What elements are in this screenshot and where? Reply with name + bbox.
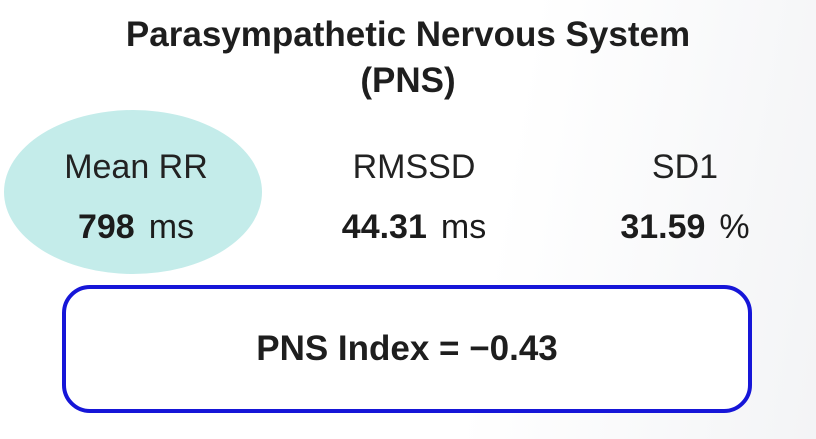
metric-value: 31.59% bbox=[555, 205, 815, 249]
title-line: Parasympathetic Nervous System bbox=[125, 15, 691, 54]
metric-number: 31.59 bbox=[620, 208, 706, 246]
title: Parasympathetic Nervous System (PNS) bbox=[0, 12, 816, 104]
metric-value: 44.31 ms bbox=[284, 205, 544, 249]
metric-number: 44.31 bbox=[341, 208, 427, 246]
metric-unit: ms bbox=[148, 208, 195, 246]
metric: RMSSD 44.31 ms bbox=[284, 145, 544, 249]
metric-value: 798 ms bbox=[6, 205, 266, 249]
metric-label: SD1 bbox=[651, 148, 719, 186]
metric-unit: % bbox=[719, 208, 750, 246]
metric-label: RMSSD bbox=[352, 148, 476, 186]
metric-number: 798 bbox=[77, 208, 135, 246]
index-text: PNS Index = −0.43 bbox=[256, 329, 558, 368]
metric-label: Mean RR bbox=[64, 148, 208, 186]
metric: SD1 31.59% bbox=[555, 145, 815, 249]
metric-unit: ms bbox=[440, 208, 487, 246]
title-line: (PNS) bbox=[360, 61, 456, 100]
index-box: PNS Index = −0.43 bbox=[62, 285, 752, 413]
highlight bbox=[4, 110, 262, 274]
metric: Mean RR 798 ms bbox=[6, 145, 266, 249]
